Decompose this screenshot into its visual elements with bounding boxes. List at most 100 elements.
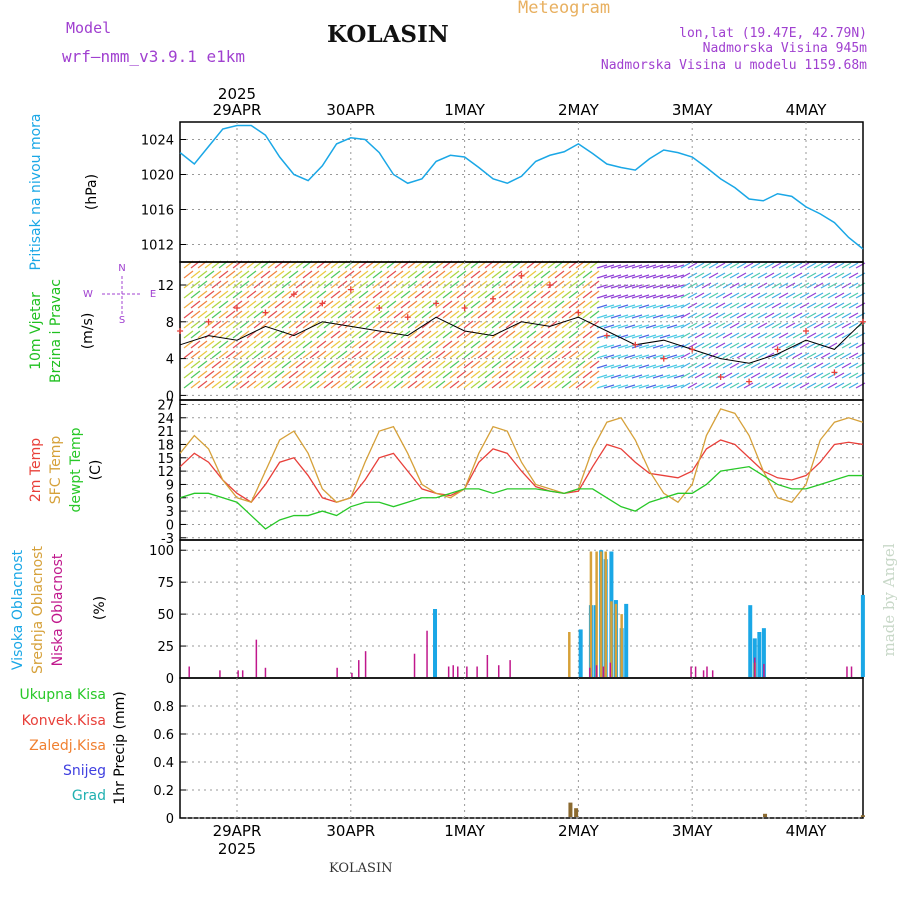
wind-barb bbox=[218, 380, 229, 389]
wind-barb bbox=[204, 310, 215, 319]
wind-barb bbox=[218, 330, 229, 339]
wind-barb bbox=[330, 270, 341, 279]
wind-barb bbox=[477, 340, 488, 349]
wind-barb bbox=[568, 370, 579, 379]
wind-barb bbox=[260, 350, 271, 359]
wind-barb bbox=[575, 310, 586, 319]
wind-barb bbox=[834, 322, 845, 329]
wind-barb bbox=[491, 370, 502, 379]
wind-barb bbox=[652, 374, 664, 379]
wind-barb bbox=[603, 364, 615, 369]
wind-barb bbox=[561, 360, 572, 369]
wind-barb bbox=[722, 362, 733, 369]
wind-barb bbox=[792, 282, 803, 289]
wind-barb bbox=[295, 320, 306, 329]
wind-barb bbox=[666, 274, 678, 279]
wind-barb bbox=[197, 350, 208, 359]
wind-barb bbox=[631, 294, 643, 299]
wind-barb bbox=[820, 362, 831, 369]
wind-barb bbox=[267, 300, 278, 309]
wind-barb bbox=[183, 280, 194, 289]
wind-barb bbox=[554, 360, 565, 369]
y-tick-label: 15 bbox=[157, 452, 174, 467]
wind-barb bbox=[295, 310, 306, 319]
y-tick-label: 75 bbox=[157, 576, 174, 591]
wind-barb bbox=[456, 300, 467, 309]
wind-barb bbox=[708, 372, 719, 379]
wind-barb bbox=[414, 280, 425, 289]
precip-bar bbox=[574, 808, 579, 817]
wind-barb bbox=[428, 340, 439, 349]
wind-barb bbox=[344, 290, 355, 299]
wind-barb bbox=[834, 352, 845, 359]
wind-barb bbox=[715, 302, 726, 309]
wind-barb bbox=[267, 370, 278, 379]
wind-barb bbox=[666, 384, 678, 389]
wind-barb bbox=[253, 370, 264, 379]
wind-barb bbox=[442, 370, 453, 379]
y-tick-label: -3 bbox=[161, 532, 174, 547]
wind-barb bbox=[694, 382, 705, 389]
wind-barb bbox=[498, 320, 509, 329]
y-tick-label: 1012 bbox=[141, 239, 174, 254]
wind-barb bbox=[533, 350, 544, 359]
wind-barb bbox=[428, 290, 439, 299]
wind-barb bbox=[323, 280, 334, 289]
wind-barb bbox=[624, 384, 636, 389]
cloud-bar bbox=[690, 666, 692, 677]
wind-barb bbox=[708, 382, 719, 389]
wind-barb bbox=[302, 360, 313, 369]
wind-barb bbox=[743, 342, 754, 349]
wind-barb bbox=[365, 280, 376, 289]
wind-barb bbox=[617, 344, 629, 349]
wind-barb bbox=[512, 340, 523, 349]
wind-barb bbox=[757, 352, 768, 359]
wind-barb bbox=[645, 374, 657, 379]
wind-barb bbox=[827, 352, 838, 359]
wind-barb bbox=[267, 330, 278, 339]
wind-barb bbox=[246, 320, 257, 329]
wind-barb bbox=[190, 380, 201, 389]
wind-barb bbox=[617, 314, 629, 319]
wind-barb bbox=[694, 322, 705, 329]
wind-barb bbox=[778, 362, 789, 369]
wind-barb bbox=[771, 262, 782, 269]
wind-barb bbox=[624, 264, 636, 269]
wind-barb bbox=[442, 330, 453, 339]
wind-barb bbox=[540, 360, 551, 369]
wind-barb bbox=[743, 362, 754, 369]
wind-barb bbox=[694, 262, 705, 269]
wind-barb bbox=[701, 382, 712, 389]
wind-barb bbox=[351, 360, 362, 369]
wind-barb bbox=[638, 274, 650, 279]
wind-barb bbox=[638, 334, 650, 339]
wind-barb bbox=[743, 312, 754, 319]
wind-barb bbox=[799, 302, 810, 309]
wind-barb bbox=[743, 262, 754, 269]
wind-barb bbox=[701, 262, 712, 269]
wind-barb bbox=[330, 310, 341, 319]
wind-barb bbox=[197, 370, 208, 379]
wind-barb bbox=[267, 290, 278, 299]
wind-barb bbox=[813, 262, 824, 269]
cloud-bar bbox=[610, 601, 613, 677]
temp-line-0 bbox=[179, 439, 864, 504]
wind-barb bbox=[554, 330, 565, 339]
wind-barb bbox=[715, 382, 726, 389]
wind-barb bbox=[484, 360, 495, 369]
wind-barb bbox=[498, 370, 509, 379]
cloud-bar bbox=[364, 651, 367, 677]
wind-barb bbox=[225, 340, 236, 349]
wind-barb bbox=[274, 370, 285, 379]
wind-barb bbox=[190, 310, 201, 319]
wind-barb bbox=[274, 350, 285, 359]
wind-barb bbox=[498, 340, 509, 349]
wind-barb bbox=[631, 374, 643, 379]
wind-barb bbox=[239, 360, 250, 369]
wind-barb bbox=[589, 270, 600, 279]
y-tick-label: 0 bbox=[166, 812, 174, 827]
wind-barb bbox=[197, 280, 208, 289]
y-tick-label: 25 bbox=[157, 640, 174, 655]
wind-barb bbox=[484, 290, 495, 299]
wind-barb bbox=[344, 270, 355, 279]
